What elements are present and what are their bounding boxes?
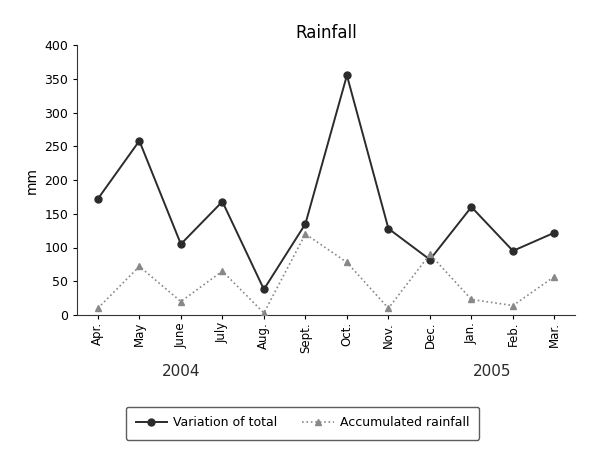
Y-axis label: mm: mm (25, 166, 39, 194)
Text: 2005: 2005 (473, 364, 511, 379)
Title: Rainfall: Rainfall (295, 24, 357, 42)
Text: 2004: 2004 (162, 364, 200, 379)
Legend: Variation of total, Accumulated rainfall: Variation of total, Accumulated rainfall (126, 406, 479, 440)
